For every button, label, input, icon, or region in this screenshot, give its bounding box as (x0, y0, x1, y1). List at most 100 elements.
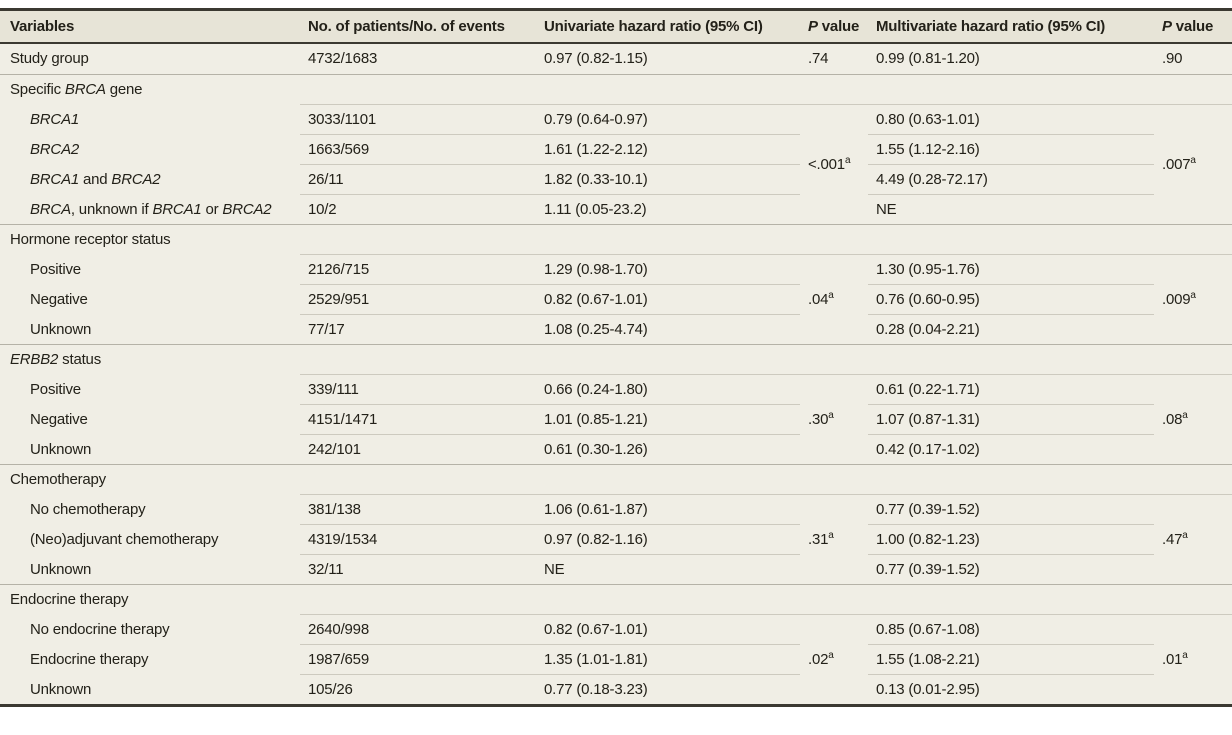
column-header-p-value-multivariate: P value (1154, 11, 1232, 44)
univariate-hr-cell: 0.66 (0.24-1.80) (536, 374, 800, 404)
patients-events-cell: 1987/659 (300, 644, 536, 674)
row-label: BRCA, unknown if BRCA1 or BRCA2 (0, 194, 300, 224)
table-header-row: Variables No. of patients/No. of events Un… (0, 11, 1232, 44)
multivariate-hr-cell: 4.49 (0.28-72.17) (868, 164, 1154, 194)
univariate-hr-cell: 1.35 (1.01-1.81) (536, 644, 800, 674)
p-value-multivariate-cell: .009a (1154, 254, 1232, 344)
p-value-multivariate-cell: .90 (1154, 44, 1232, 74)
row-label: Study group (0, 44, 300, 74)
univariate-hr-cell: 1.08 (0.25-4.74) (536, 314, 800, 344)
patients-events-cell: 2529/951 (300, 284, 536, 314)
multivariate-hr-cell: 1.07 (0.87-1.31) (868, 404, 1154, 434)
univariate-hr-cell: 0.97 (0.82-1.16) (536, 524, 800, 554)
row-label: No chemotherapy (0, 494, 300, 524)
univariate-hr-cell: 0.82 (0.67-1.01) (536, 284, 800, 314)
section-label: ERBB2 status (0, 344, 1232, 374)
multivariate-hr-cell: 0.61 (0.22-1.71) (868, 374, 1154, 404)
patients-events-cell: 3033/1101 (300, 104, 536, 134)
section-header-row: Endocrine therapy (0, 584, 1232, 614)
univariate-hr-cell: NE (536, 554, 800, 584)
table-row: BRCA2 1663/569 1.61 (1.22-2.12) 1.55 (1.12-… (0, 134, 1232, 164)
table-row: (Neo)adjuvant chemotherapy 4319/1534 0.97 … (0, 524, 1232, 554)
table-row: Negative 2529/951 0.82 (0.67-1.01) 0.76 (0.… (0, 284, 1232, 314)
multivariate-hr-cell: 0.28 (0.04-2.21) (868, 314, 1154, 344)
column-header-multivariate-hr: Multivariate hazard ratio (95% CI) (868, 11, 1154, 44)
row-label: BRCA2 (0, 134, 300, 164)
row-label: Endocrine therapy (0, 644, 300, 674)
table-row: No chemotherapy 381/138 1.06 (0.61-1.87) .3… (0, 494, 1232, 584)
row-label: (Neo)adjuvant chemotherapy (0, 524, 300, 554)
p-value-univariate-cell: .04a (800, 254, 868, 344)
patients-events-cell: 339/111 (300, 374, 536, 404)
multivariate-hr-cell: 0.76 (0.60-0.95) (868, 284, 1154, 314)
multivariate-hr-cell: 0.80 (0.63-1.01) (868, 104, 1154, 134)
multivariate-hr-cell: 0.13 (0.01-2.95) (868, 674, 1154, 704)
column-header-p-value-univariate: P value (800, 11, 868, 44)
table-row: Unknown 242/101 0.61 (0.30-1.26) 0.42 (0.17… (0, 434, 1232, 464)
p-value-multivariate-cell: .08a (1154, 374, 1232, 464)
section-label: Hormone receptor status (0, 224, 1232, 254)
p-value-multivariate-cell: .47a (1154, 494, 1232, 584)
table-row: Positive 339/111 0.66 (0.24-1.80) .30a 0.61 … (0, 374, 1232, 464)
patients-events-cell: 4319/1534 (300, 524, 536, 554)
patients-events-cell: 2126/715 (300, 254, 536, 284)
table-row: Endocrine therapy 1987/659 1.35 (1.01-1.81… (0, 644, 1232, 674)
row-label: Unknown (0, 554, 300, 584)
table-row: Unknown 105/26 0.77 (0.18-3.23) 0.13 (0.01-… (0, 674, 1232, 704)
row-label: No endocrine therapy (0, 614, 300, 644)
patients-events-cell: 105/26 (300, 674, 536, 704)
univariate-hr-cell: 0.82 (0.67-1.01) (536, 614, 800, 644)
section-label: Specific BRCA gene (0, 74, 1232, 104)
patients-events-cell: 4732/1683 (300, 44, 536, 74)
row-label: Unknown (0, 314, 300, 344)
row-label: Negative (0, 284, 300, 314)
patients-events-cell: 2640/998 (300, 614, 536, 644)
univariate-hr-cell: 1.61 (1.22-2.12) (536, 134, 800, 164)
p-value-univariate-cell: <.001a (800, 104, 868, 224)
hazard-ratio-table: Variables No. of patients/No. of events Un… (0, 8, 1232, 707)
multivariate-hr-cell: 0.85 (0.67-1.08) (868, 614, 1154, 644)
multivariate-hr-cell: 1.55 (1.12-2.16) (868, 134, 1154, 164)
patients-events-cell: 32/11 (300, 554, 536, 584)
table-row: Unknown 77/17 1.08 (0.25-4.74) 0.28 (0.04-2… (0, 314, 1232, 344)
univariate-hr-cell: 0.77 (0.18-3.23) (536, 674, 800, 704)
multivariate-hr-cell: 1.00 (0.82-1.23) (868, 524, 1154, 554)
p-value-univariate-cell: .31a (800, 494, 868, 584)
univariate-hr-cell: 1.06 (0.61-1.87) (536, 494, 800, 524)
patients-events-cell: 77/17 (300, 314, 536, 344)
multivariate-hr-cell: 0.42 (0.17-1.02) (868, 434, 1154, 464)
section-header-row: Chemotherapy (0, 464, 1232, 494)
multivariate-hr-cell: 0.77 (0.39-1.52) (868, 494, 1154, 524)
p-value-univariate-cell: .74 (800, 44, 868, 74)
column-header-univariate-hr: Univariate hazard ratio (95% CI) (536, 11, 800, 44)
hazard-ratio-table-grid: Variables No. of patients/No. of events Un… (0, 11, 1232, 704)
p-value-univariate-cell: .02a (800, 614, 868, 704)
section-label: Chemotherapy (0, 464, 1232, 494)
p-value-multivariate-cell: .007a (1154, 104, 1232, 224)
p-value-univariate-cell: .30a (800, 374, 868, 464)
table-row: Unknown 32/11 NE 0.77 (0.39-1.52) (0, 554, 1232, 584)
univariate-hr-cell: 0.97 (0.82-1.15) (536, 44, 800, 74)
row-label: Positive (0, 254, 300, 284)
patients-events-cell: 10/2 (300, 194, 536, 224)
row-label: Negative (0, 404, 300, 434)
patients-events-cell: 26/11 (300, 164, 536, 194)
univariate-hr-cell: 1.11 (0.05-23.2) (536, 194, 800, 224)
table-row: Study group 4732/1683 0.97 (0.82-1.15) .74 0… (0, 44, 1232, 74)
p-value-multivariate-cell: .01a (1154, 614, 1232, 704)
table-row: No endocrine therapy 2640/998 0.82 (0.67-1… (0, 614, 1232, 704)
column-header-variables: Variables (0, 11, 300, 44)
multivariate-hr-cell: 1.55 (1.08-2.21) (868, 644, 1154, 674)
univariate-hr-cell: 1.29 (0.98-1.70) (536, 254, 800, 284)
row-label: Unknown (0, 674, 300, 704)
univariate-hr-cell: 1.82 (0.33-10.1) (536, 164, 800, 194)
row-label: BRCA1 (0, 104, 300, 134)
univariate-hr-cell: 0.61 (0.30-1.26) (536, 434, 800, 464)
section-header-row: Hormone receptor status (0, 224, 1232, 254)
table-row: BRCA1 3033/1101 0.79 (0.64-0.97) <.001a 0.80… (0, 104, 1232, 224)
multivariate-hr-cell: 0.77 (0.39-1.52) (868, 554, 1154, 584)
table-row: Positive 2126/715 1.29 (0.98-1.70) .04a 1.30… (0, 254, 1232, 344)
row-label: Unknown (0, 434, 300, 464)
multivariate-hr-cell: 0.99 (0.81-1.20) (868, 44, 1154, 74)
table-row: BRCA1 and BRCA2 26/11 1.82 (0.33-10.1) 4.49… (0, 164, 1232, 194)
